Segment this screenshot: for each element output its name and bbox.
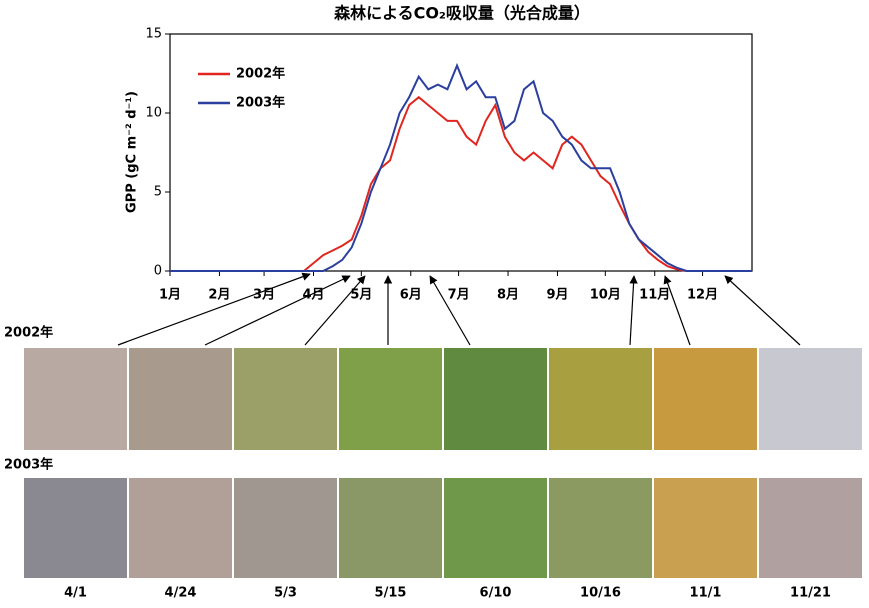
- arrow: [630, 276, 634, 345]
- photo-date: 10/16: [580, 586, 621, 601]
- y-tick-label: 5: [154, 185, 162, 200]
- legend-label: 2002年: [236, 66, 285, 82]
- photo-panels: [24, 348, 862, 578]
- x-tick-label: 9月: [546, 288, 568, 303]
- photo: [24, 478, 127, 578]
- photo: [654, 348, 757, 450]
- photo: [24, 348, 127, 450]
- row-label: 2003年: [4, 457, 53, 473]
- photo: [444, 348, 547, 450]
- x-tick-label: 4月: [302, 288, 324, 303]
- row-label: 2002年: [4, 325, 53, 341]
- x-tick-label: 11月: [639, 288, 670, 303]
- y-axis-label: GPP (gC m⁻² d⁻¹): [125, 91, 140, 213]
- x-tick-label: 2月: [208, 288, 230, 303]
- photo: [234, 478, 337, 578]
- photo: [339, 348, 442, 450]
- photo: [759, 478, 862, 578]
- x-tick-label: 12月: [687, 288, 718, 303]
- y-tick-label: 10: [145, 106, 162, 121]
- photo: [129, 348, 232, 450]
- photo: [234, 348, 337, 450]
- x-tick-label: 3月: [253, 288, 275, 303]
- arrows: [118, 274, 800, 345]
- photo-date: 11/1: [690, 586, 722, 601]
- x-tick-label: 6月: [400, 288, 422, 303]
- photo-date: 5/15: [375, 586, 407, 601]
- photo-date: 5/3: [274, 586, 297, 601]
- photo: [549, 348, 652, 450]
- legend-label: 2003年: [236, 95, 285, 111]
- arrow: [725, 276, 800, 345]
- photo: [444, 478, 547, 578]
- y-tick-label: 0: [154, 264, 162, 279]
- arrow: [118, 274, 310, 345]
- photo-date: 4/1: [64, 586, 87, 601]
- arrow: [430, 276, 470, 345]
- photo: [129, 478, 232, 578]
- photo: [759, 348, 862, 450]
- photo-date: 6/10: [480, 586, 512, 601]
- photo-date: 11/21: [790, 586, 831, 601]
- photo: [654, 478, 757, 578]
- y-tick-label: 15: [145, 27, 162, 42]
- x-tick-label: 10月: [590, 288, 621, 303]
- photo: [549, 478, 652, 578]
- figure: 森林によるCO₂吸収量（光合成量） GPP (gC m⁻² d⁻¹) 2002年…: [0, 0, 869, 604]
- photo: [339, 478, 442, 578]
- arrow: [665, 276, 690, 345]
- x-tick-label: 7月: [448, 288, 470, 303]
- arrow: [305, 276, 365, 345]
- photo-date: 4/24: [165, 586, 197, 601]
- x-tick-label: 8月: [497, 288, 519, 303]
- x-tick-label: 5月: [350, 288, 372, 303]
- chart-title: 森林によるCO₂吸収量（光合成量）: [334, 4, 590, 23]
- series-line: [170, 97, 752, 271]
- x-tick-label: 1月: [159, 288, 181, 303]
